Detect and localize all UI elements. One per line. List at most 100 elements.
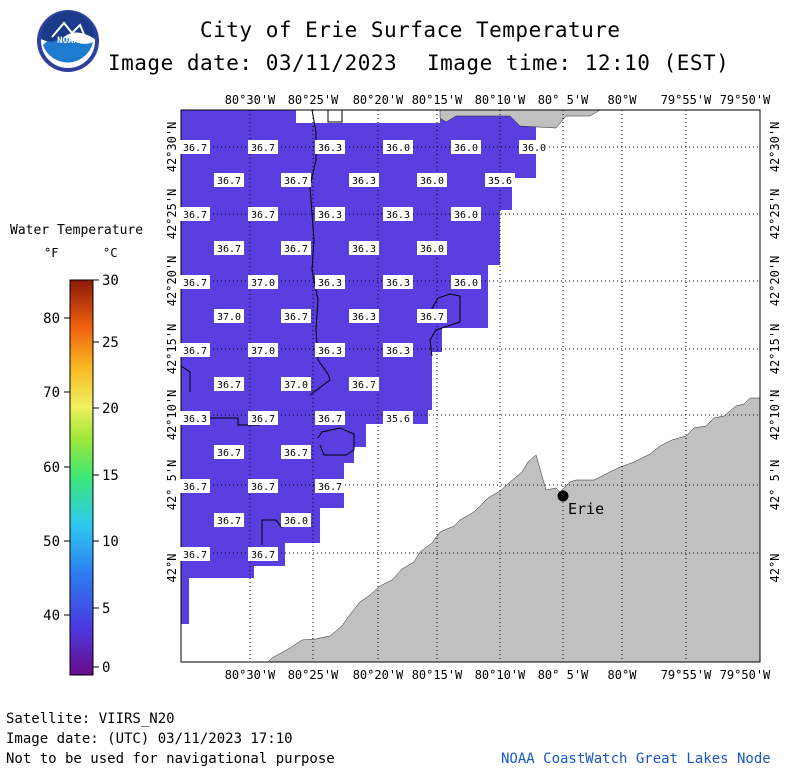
- temp-value: 36.7: [217, 244, 241, 255]
- temp-value: 36.7: [318, 414, 342, 425]
- lon-label-top: 80°20'W: [353, 93, 404, 107]
- temp-label-box: [248, 547, 278, 561]
- temp-label-box: [383, 140, 413, 154]
- city-label: Erie: [568, 500, 604, 518]
- temp-value: 36.7: [183, 278, 207, 289]
- temp-value: 36.7: [284, 244, 308, 255]
- temp-value: 35.6: [386, 414, 410, 425]
- temp-label-box: [349, 173, 379, 187]
- noaa-logo-icon: NOAA: [37, 10, 99, 72]
- temperature-labels: 36.7 36.7 36.3 36.0 36.0 36.0 36.7 36.7 36.3 36.0…: [180, 140, 549, 561]
- temp-label-box: [315, 411, 345, 425]
- image-date: Image date: 03/11/2023: [108, 51, 398, 75]
- temp-value: 36.7: [217, 516, 241, 527]
- lon-label-top: 80°30'W: [225, 93, 276, 107]
- temp-value: 36.3: [352, 176, 376, 187]
- temp-label-box: [349, 241, 379, 255]
- temp-value: 36.0: [420, 176, 444, 187]
- legend-c-tick-label: 15: [102, 468, 119, 484]
- lat-label-right: 42°N: [768, 554, 782, 583]
- temp-label-box: [281, 309, 311, 323]
- temp-value: 36.7: [420, 312, 444, 323]
- temp-label-box: [417, 309, 447, 323]
- temp-label-box: [281, 445, 311, 459]
- temp-value: 37.0: [284, 380, 308, 391]
- temp-label-box: [485, 173, 515, 187]
- temp-value: 36.7: [284, 176, 308, 187]
- temp-value: 36.7: [251, 210, 275, 221]
- lon-label-bottom: 80°20'W: [353, 668, 404, 682]
- legend-c-tick-label: 20: [102, 401, 119, 417]
- temp-label-box: [214, 513, 244, 527]
- temp-label-box: [214, 173, 244, 187]
- temp-label-box: [248, 275, 278, 289]
- temp-label-box: [417, 241, 447, 255]
- lat-label-left: 42°15'N: [165, 324, 179, 375]
- temp-value: 36.7: [183, 550, 207, 561]
- temp-value: 36.7: [183, 210, 207, 221]
- temp-label-box: [281, 241, 311, 255]
- lon-label-bottom: 80°15'W: [412, 668, 463, 682]
- legend-unit-c: °C: [103, 246, 118, 260]
- temp-label-box: [383, 411, 413, 425]
- temp-value: 36.0: [420, 244, 444, 255]
- erie-marker-icon: [557, 490, 569, 502]
- lat-label-right: 42°20'N: [768, 256, 782, 307]
- lat-label-right: 42°25'N: [768, 189, 782, 240]
- temp-label-box: [248, 479, 278, 493]
- temp-label-box: [248, 411, 278, 425]
- temp-label-box: [349, 309, 379, 323]
- temp-label-box: [248, 343, 278, 357]
- lon-label-top: 79°50'W: [720, 93, 771, 107]
- lat-label-left: 42°30'N: [165, 122, 179, 173]
- temp-value: 36.0: [454, 278, 478, 289]
- lon-label-bottom: 79°55'W: [661, 668, 712, 682]
- lon-label-bottom: 80°30'W: [225, 668, 276, 682]
- lon-label-top: 80°25'W: [288, 93, 339, 107]
- temp-label-box: [451, 207, 481, 221]
- lon-label-bottom: 79°50'W: [720, 668, 771, 682]
- temp-value: 35.6: [488, 176, 512, 187]
- temp-label-box: [315, 140, 345, 154]
- temp-value: 36.0: [386, 143, 410, 154]
- temp-value: 36.7: [251, 550, 275, 561]
- temp-value: 36.3: [386, 278, 410, 289]
- temp-value: 36.7: [183, 482, 207, 493]
- temp-label-box: [315, 343, 345, 357]
- temp-value: 36.3: [318, 346, 342, 357]
- lat-label-left: 42° 5'N: [165, 460, 179, 511]
- temp-label-box: [180, 411, 210, 425]
- legend-c-tick-label: 5: [102, 601, 110, 617]
- lon-label-top: 80°15'W: [412, 93, 463, 107]
- temp-value: 36.7: [352, 380, 376, 391]
- temp-label-box: [383, 275, 413, 289]
- noaa-credit: NOAA CoastWatch Great Lakes Node: [501, 751, 771, 767]
- temp-label-box: [180, 140, 210, 154]
- temp-label-box: [248, 140, 278, 154]
- temp-value: 36.0: [454, 210, 478, 221]
- lon-label-bottom: 80°25'W: [288, 668, 339, 682]
- noaa-logo-text: NOAA: [57, 36, 79, 46]
- temp-label-box: [281, 173, 311, 187]
- temp-value: 36.7: [284, 448, 308, 459]
- temp-value: 36.7: [183, 346, 207, 357]
- lat-label-left: 42°N: [165, 554, 179, 583]
- temp-value: 36.7: [284, 312, 308, 323]
- water-temperature-area: [181, 110, 536, 624]
- temp-label-box: [349, 377, 379, 391]
- lat-label-right: 42°30'N: [768, 122, 782, 173]
- lat-label-left: 42°10'N: [165, 390, 179, 441]
- legend-c-tick-label: 25: [102, 335, 119, 351]
- legend-c-tick-label: 10: [102, 534, 119, 550]
- lat-label-left: 42°20'N: [165, 256, 179, 307]
- temp-value: 36.7: [217, 380, 241, 391]
- temp-label-box: [315, 479, 345, 493]
- lon-label-top: 80° 5'W: [538, 93, 589, 107]
- axis-labels: 80°30'W 80°30'W 80°25'W 80°25'W 80°20'W 80°20…: [165, 93, 782, 682]
- lon-label-top: 79°55'W: [661, 93, 712, 107]
- legend-unit-f: °F: [44, 246, 59, 260]
- temp-label-box: [315, 275, 345, 289]
- temp-value: 36.7: [217, 448, 241, 459]
- utc-image-date: Image date: (UTC) 03/11/2023 17:10: [6, 731, 293, 747]
